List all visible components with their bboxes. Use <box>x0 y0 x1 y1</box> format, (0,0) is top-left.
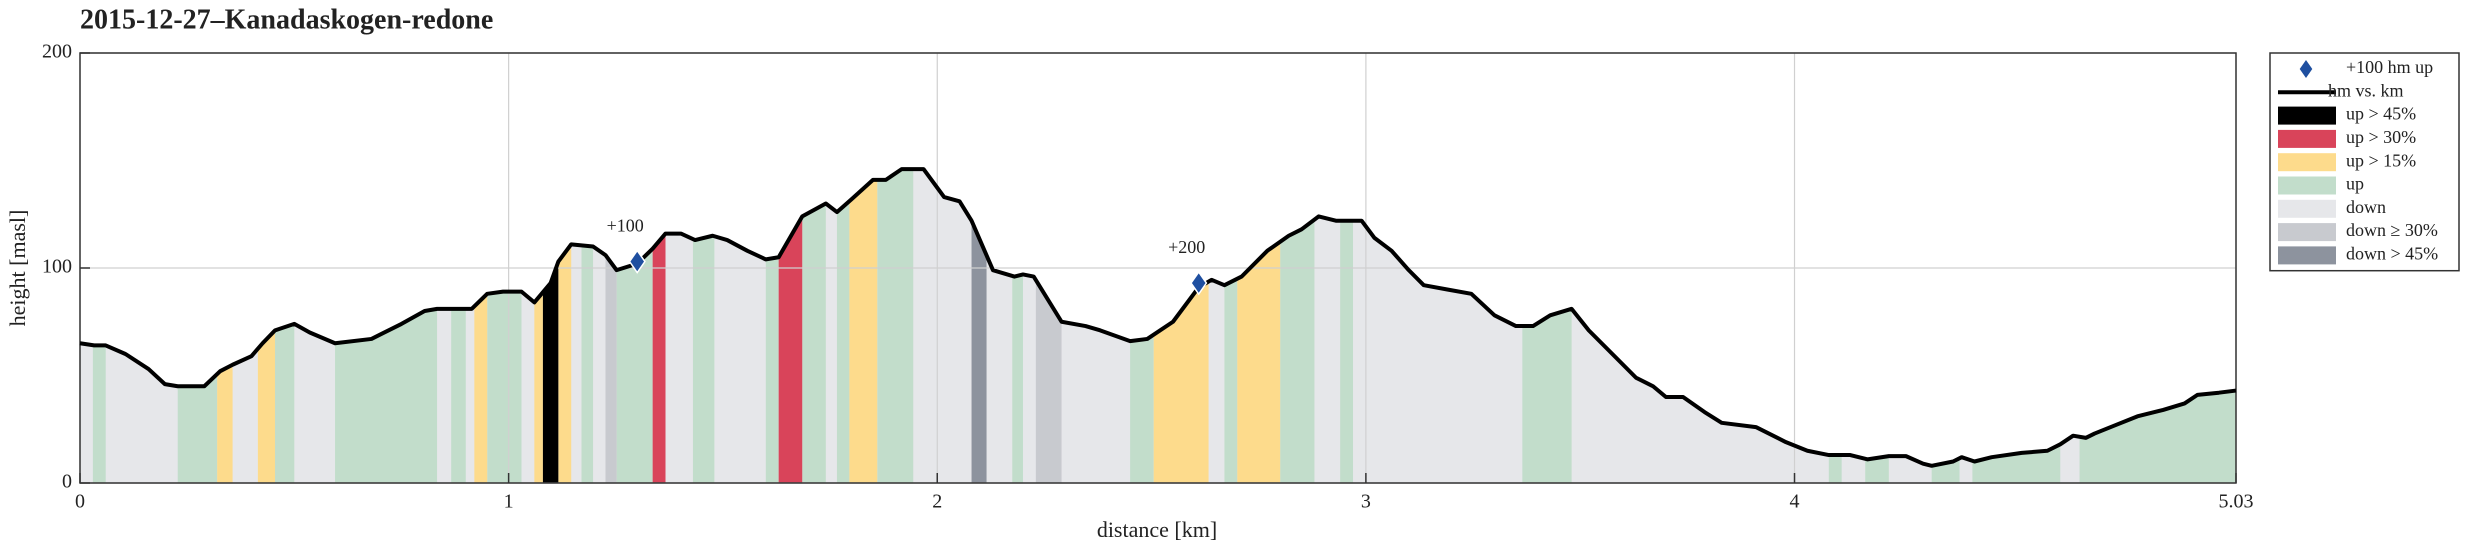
x-tick-label: 3 <box>1361 491 1371 513</box>
plot-frame <box>79 52 2237 484</box>
band <box>1280 219 1315 483</box>
band <box>581 245 594 483</box>
band <box>1828 455 1842 483</box>
legend-swatch <box>2278 176 2336 195</box>
marker-label: +100 <box>607 216 644 236</box>
y-axis-label: height [masl] <box>5 210 30 327</box>
band <box>1237 241 1281 483</box>
x-tick-label: 1 <box>504 491 514 513</box>
band <box>765 257 779 483</box>
band <box>1035 280 1062 483</box>
y-tick-label: 200 <box>42 41 72 63</box>
y-tick-label: 100 <box>42 256 72 278</box>
legend-label: up > 30% <box>2346 127 2416 147</box>
band <box>542 261 559 483</box>
band <box>1865 456 1889 483</box>
legend-swatch <box>2278 223 2336 242</box>
band <box>275 323 295 483</box>
band <box>2079 390 2236 483</box>
band <box>177 374 218 483</box>
x-tick-label: 2 <box>932 491 942 513</box>
band <box>451 308 466 483</box>
legend-label: hm vs. km <box>2328 80 2404 100</box>
legend-label: up <box>2346 174 2364 194</box>
band <box>1972 444 2061 483</box>
band <box>217 364 233 483</box>
band <box>692 235 715 483</box>
x-tick-label: 4 <box>1790 491 1800 513</box>
legend-marker <box>2299 60 2313 78</box>
band <box>849 179 878 483</box>
band <box>652 233 666 483</box>
band <box>778 216 803 483</box>
y-tick-label: 0 <box>62 471 72 493</box>
band <box>605 255 617 483</box>
legend-swatch <box>2278 153 2336 172</box>
band <box>487 291 522 483</box>
legend-label: down <box>2346 197 2386 217</box>
band <box>1153 281 1209 483</box>
band <box>971 220 987 483</box>
legend-label: up > 45% <box>2346 104 2416 124</box>
legend-label: up > 15% <box>2346 150 2416 170</box>
marker <box>1190 270 1208 296</box>
marker <box>628 249 646 274</box>
profile-line <box>79 167 2237 468</box>
band <box>877 169 914 483</box>
legend-label: down > 45% <box>2346 244 2438 264</box>
legend-label: +100 hm up <box>2346 57 2433 77</box>
band <box>1224 278 1238 483</box>
band <box>558 244 572 483</box>
legend-swatch <box>2278 129 2336 148</box>
legend-swatch <box>2278 199 2336 218</box>
band <box>257 330 276 483</box>
legend-swatch <box>2278 246 2336 265</box>
band <box>474 293 488 483</box>
x-tick-label: 0 <box>75 491 85 513</box>
band <box>836 201 850 484</box>
legend-swatch <box>2278 106 2336 125</box>
band <box>92 345 106 483</box>
band <box>1012 274 1023 483</box>
band <box>335 308 438 483</box>
band <box>616 248 653 483</box>
marker-label: +200 <box>1168 237 1205 257</box>
band <box>1130 334 1154 483</box>
chart-title: 2015-12-27–Kanadaskogen-redone <box>80 4 493 35</box>
x-tick-label: 5.03 <box>2219 491 2254 513</box>
band <box>1522 308 1572 483</box>
x-axis-label: distance [km] <box>1097 517 1217 542</box>
legend-label: down ≥ 30% <box>2346 220 2438 240</box>
band <box>1340 220 1354 483</box>
band <box>534 292 543 483</box>
band <box>802 203 826 483</box>
